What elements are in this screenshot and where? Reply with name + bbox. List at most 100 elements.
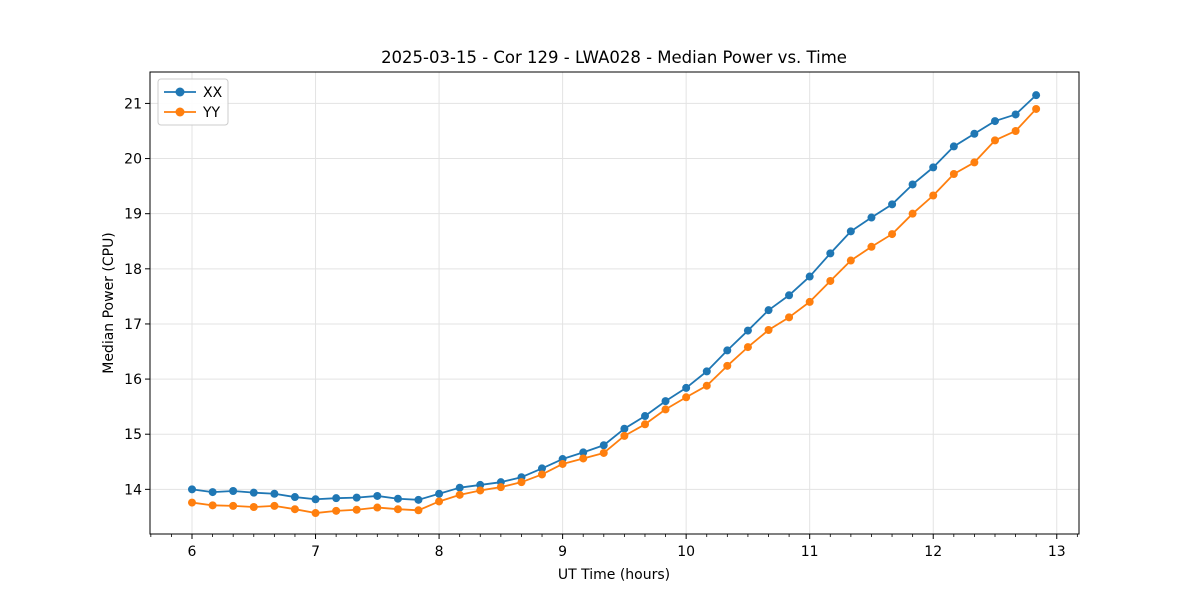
data-point-YY — [1011, 126, 1020, 135]
data-point-YY — [702, 381, 711, 390]
data-point-YY — [826, 276, 835, 285]
data-point-YY — [290, 505, 299, 514]
data-point-XX — [208, 488, 217, 497]
data-point-XX — [229, 486, 238, 495]
data-point-YY — [332, 506, 341, 515]
data-point-YY — [682, 393, 691, 402]
legend-marker-XX — [175, 87, 185, 97]
data-point-YY — [435, 497, 444, 506]
data-point-YY — [867, 242, 876, 251]
data-point-XX — [867, 213, 876, 222]
data-point-YY — [805, 297, 814, 306]
data-point-XX — [476, 480, 485, 489]
data-point-XX — [537, 464, 546, 473]
legend-box — [157, 78, 229, 126]
data-point-YY — [558, 459, 567, 468]
data-point-XX — [455, 483, 464, 492]
data-point-YY — [641, 420, 650, 429]
data-point-XX — [661, 397, 670, 406]
legend-label-YY: YY — [202, 105, 221, 121]
series-line-XX — [191, 94, 1037, 501]
data-point-XX — [929, 163, 938, 172]
chart-generated-layer: 6 7 8 9 10 11 12 13 14 15 16 17 18 19 20 21 XX YY — [124, 71, 1080, 560]
data-point-YY — [661, 405, 670, 414]
data-point-XX — [393, 494, 402, 503]
data-point-XX — [188, 485, 197, 494]
data-point-XX — [990, 117, 999, 126]
data-point-XX — [702, 367, 711, 376]
data-point-XX — [579, 448, 588, 457]
y-tick-label: 18 — [124, 262, 142, 278]
y-axis-label: Median Power (CPU) — [101, 232, 117, 374]
y-tick-label: 17 — [124, 317, 142, 333]
data-point-YY — [743, 343, 752, 352]
data-point-YY — [188, 498, 197, 507]
data-point-XX — [846, 227, 855, 236]
data-point-YY — [579, 454, 588, 463]
data-point-XX — [249, 488, 258, 497]
data-point-XX — [888, 200, 897, 209]
data-point-XX — [743, 326, 752, 335]
data-point-XX — [826, 249, 835, 258]
series-line-YY — [191, 108, 1037, 514]
x-tick-label: 9 — [558, 544, 567, 560]
data-point-YY — [208, 501, 217, 510]
data-point-XX — [949, 142, 958, 151]
data-point-YY — [311, 509, 320, 518]
data-point-XX — [682, 383, 691, 392]
x-tick-label: 13 — [1048, 544, 1066, 560]
data-point-YY — [970, 158, 979, 167]
data-point-YY — [476, 486, 485, 495]
data-point-XX — [599, 441, 608, 450]
data-point-XX — [352, 493, 361, 502]
data-point-YY — [496, 483, 505, 492]
data-point-YY — [949, 169, 958, 178]
data-point-YY — [785, 313, 794, 322]
data-point-XX — [908, 180, 917, 189]
data-point-YY — [517, 478, 526, 487]
data-point-XX — [311, 495, 320, 504]
data-point-YY — [599, 448, 608, 457]
data-point-YY — [990, 136, 999, 145]
data-point-YY — [723, 361, 732, 370]
data-point-XX — [290, 493, 299, 502]
legend-label-XX: XX — [203, 85, 223, 101]
x-axis-label: UT Time (hours) — [558, 567, 670, 583]
x-tick-label: 6 — [188, 544, 197, 560]
data-point-YY — [888, 230, 897, 239]
data-point-XX — [641, 412, 650, 421]
data-point-YY — [1032, 104, 1041, 113]
data-point-XX — [620, 424, 629, 433]
data-point-XX — [373, 491, 382, 500]
y-tick-label: 15 — [124, 427, 142, 443]
plot-border — [149, 71, 1080, 535]
x-tick-label: 11 — [801, 544, 819, 560]
legend-marker-YY — [175, 107, 185, 117]
data-point-YY — [620, 431, 629, 440]
data-point-YY — [229, 501, 238, 510]
data-point-XX — [414, 495, 423, 504]
data-point-YY — [373, 503, 382, 512]
y-tick-label: 14 — [124, 482, 142, 498]
data-point-YY — [249, 502, 258, 511]
data-point-XX — [764, 306, 773, 315]
data-point-YY — [764, 326, 773, 335]
data-point-XX — [270, 489, 279, 498]
data-point-XX — [332, 494, 341, 503]
y-tick-label: 19 — [124, 207, 142, 223]
data-point-XX — [1011, 110, 1020, 119]
data-point-YY — [537, 470, 546, 479]
x-tick-label: 10 — [677, 544, 695, 560]
data-point-XX — [970, 129, 979, 138]
y-tick-label: 16 — [124, 372, 142, 388]
data-point-YY — [846, 256, 855, 265]
x-tick-label: 8 — [435, 544, 444, 560]
x-tick-label: 12 — [924, 544, 942, 560]
y-tick-label: 20 — [124, 152, 142, 168]
data-point-YY — [414, 506, 423, 515]
data-point-YY — [393, 505, 402, 514]
data-point-XX — [805, 272, 814, 281]
data-point-YY — [270, 501, 279, 510]
